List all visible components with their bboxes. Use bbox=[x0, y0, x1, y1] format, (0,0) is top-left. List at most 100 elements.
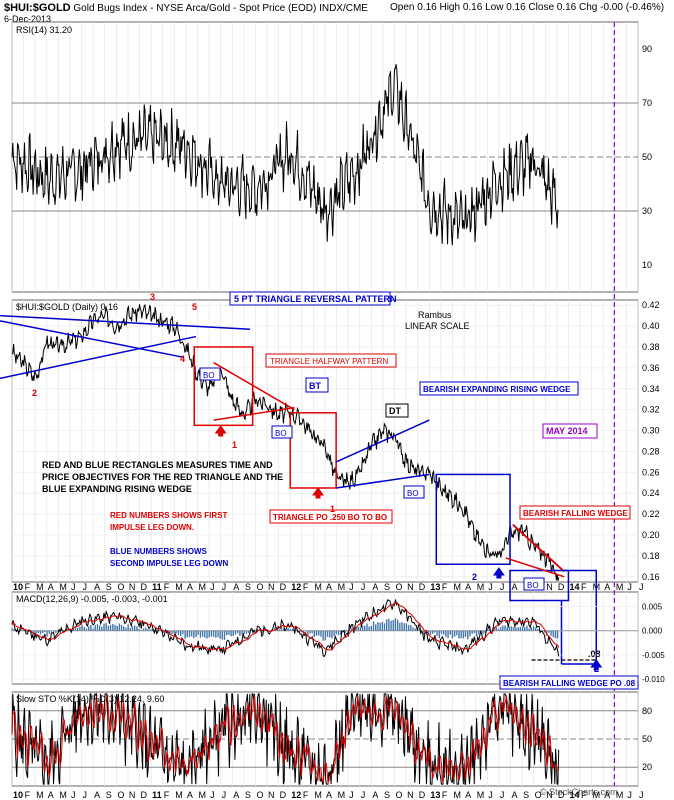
x-tick-label-bottom: A bbox=[48, 790, 54, 800]
x-tick-label: J bbox=[71, 582, 76, 592]
source-label: INDX/CME bbox=[319, 3, 368, 14]
note-red-1: RED NUMBERS SHOWS FIRST bbox=[110, 511, 227, 520]
description-label: Gold Bugs Index - NYSE Arca/Gold - Spot … bbox=[73, 3, 317, 14]
price-y-tick: 0.36 bbox=[642, 363, 660, 373]
sto-y-tick: 80 bbox=[642, 706, 652, 716]
x-tick-label-bottom: D bbox=[141, 790, 148, 800]
sto-k-line bbox=[11, 692, 560, 785]
x-tick-label-bottom: J bbox=[71, 790, 76, 800]
price-y-tick: 0.38 bbox=[642, 342, 660, 352]
macd-signal bbox=[11, 602, 560, 651]
date-label: 6-Dec-2013 bbox=[4, 14, 52, 24]
rsi-line bbox=[11, 64, 560, 246]
x-tick-label: A bbox=[94, 582, 100, 592]
blue-arrow-2 bbox=[590, 659, 603, 671]
price-y-tick: 0.18 bbox=[642, 551, 660, 561]
x-tick-label: J bbox=[349, 582, 354, 592]
x-tick-label-bottom: A bbox=[233, 790, 239, 800]
price-y-tick: 0.20 bbox=[642, 530, 660, 540]
x-tick-label: A bbox=[511, 582, 517, 592]
x-tick-label-bottom: F bbox=[25, 790, 31, 800]
x-tick-label-bottom: M bbox=[616, 790, 624, 800]
x-tick-label: F bbox=[303, 582, 309, 592]
wave-number-4: 4 bbox=[180, 354, 185, 364]
bo-box-2 bbox=[271, 425, 293, 439]
wave-number-2c: 2 bbox=[594, 664, 599, 674]
pattern-box-1 bbox=[229, 291, 391, 306]
annotation-triangle-po: TRIANGLE PO .250 BO TO BO bbox=[273, 513, 387, 522]
x-tick-label-bottom: S bbox=[106, 790, 112, 800]
x-tick-label-bottom: D bbox=[280, 790, 287, 800]
bo-box-4 bbox=[523, 577, 545, 591]
sto-legend: Slow STO %K(14) %D(3) 12.24, 9.60 bbox=[16, 694, 164, 704]
price-y-tick: 0.22 bbox=[642, 509, 660, 519]
annotation-po-08: .08 bbox=[588, 649, 601, 659]
symbol-label: $HUI:$GOLD bbox=[4, 2, 71, 14]
blue-rectangle-1 bbox=[435, 473, 511, 565]
falling-wedge-lower bbox=[505, 557, 565, 578]
note-blue-1: BLUE NUMBERS SHOWS bbox=[110, 547, 208, 556]
x-tick-label-bottom: M bbox=[314, 790, 322, 800]
macd-line bbox=[11, 598, 560, 658]
watermark: © StockCharts.com bbox=[540, 787, 618, 797]
x-tick-label: J bbox=[210, 582, 215, 592]
annotation-linear-scale: LINEAR SCALE bbox=[405, 321, 470, 331]
pattern-box-2 bbox=[265, 353, 397, 368]
rsi-legend: RSI(14) 31.20 bbox=[16, 25, 72, 35]
x-tick-label-bottom: D bbox=[419, 790, 426, 800]
x-tick-label: S bbox=[245, 582, 251, 592]
x-tick-label: A bbox=[48, 582, 54, 592]
x-tick-label-bottom: O bbox=[396, 790, 403, 800]
sto-d-line bbox=[11, 693, 559, 785]
wedge-upper bbox=[335, 419, 430, 463]
x-tick-label-bottom: N bbox=[546, 790, 553, 800]
x-tick-label-bottom: 11 bbox=[152, 790, 162, 800]
red-arrow-1 bbox=[214, 425, 227, 437]
x-tick-label-bottom: A bbox=[465, 790, 471, 800]
x-tick-label: A bbox=[187, 582, 193, 592]
x-tick-label-bottom: A bbox=[326, 790, 332, 800]
annotation-rambus: Rambus bbox=[418, 310, 452, 320]
x-tick-label-bottom: M bbox=[454, 790, 462, 800]
x-tick-label: 10 bbox=[13, 582, 23, 592]
x-tick-label: A bbox=[604, 582, 610, 592]
x-tick-label: O bbox=[256, 582, 263, 592]
annotation-bo-1: BO bbox=[203, 371, 215, 380]
chart-header: $HUI:$GOLD Gold Bugs Index - NYSE Arca/G… bbox=[4, 2, 368, 14]
bo-box-3 bbox=[403, 485, 425, 499]
x-tick-label-bottom: 14 bbox=[569, 790, 579, 800]
price-legend: $HUI:$GOLD (Daily) 0.16 bbox=[16, 302, 118, 312]
price-y-tick: 0.26 bbox=[642, 467, 660, 477]
macd-y-tick: 0.005 bbox=[642, 603, 663, 612]
x-tick-label: J bbox=[639, 582, 644, 592]
note-blue-2: SECOND IMPULSE LEG DOWN bbox=[110, 559, 228, 568]
x-tick-label: 11 bbox=[152, 582, 162, 592]
x-tick-label: M bbox=[175, 582, 183, 592]
x-tick-label-bottom: A bbox=[372, 790, 378, 800]
price-line bbox=[11, 303, 560, 581]
x-tick-label-bottom: F bbox=[164, 790, 170, 800]
x-tick-label: F bbox=[164, 582, 170, 592]
x-tick-label-bottom: J bbox=[83, 790, 88, 800]
x-tick-label: D bbox=[558, 582, 565, 592]
x-tick-label-bottom: 13 bbox=[430, 790, 440, 800]
x-tick-label: 14 bbox=[569, 582, 579, 592]
x-tick-label: D bbox=[419, 582, 426, 592]
projection-box bbox=[561, 569, 598, 665]
x-tick-label-bottom: A bbox=[94, 790, 100, 800]
x-tick-label-bottom: M bbox=[593, 790, 601, 800]
annotation-bo-4: BO bbox=[527, 581, 539, 590]
wave-number-2: 2 bbox=[32, 388, 37, 398]
quote-label: Open 0.16 High 0.16 Low 0.16 Close 0.16 … bbox=[390, 2, 665, 13]
x-tick-label-bottom: F bbox=[442, 790, 448, 800]
x-tick-label: 13 bbox=[430, 582, 440, 592]
x-tick-label-bottom: J bbox=[639, 790, 644, 800]
macd-y-tick: -0.005 bbox=[642, 651, 665, 660]
note-red-2: IMPULSE LEG DOWN. bbox=[110, 523, 194, 532]
x-tick-label-bottom: O bbox=[535, 790, 542, 800]
pattern-box-3 bbox=[419, 381, 579, 396]
x-tick-label: M bbox=[36, 582, 44, 592]
rsi-y-tick: 50 bbox=[642, 152, 652, 162]
